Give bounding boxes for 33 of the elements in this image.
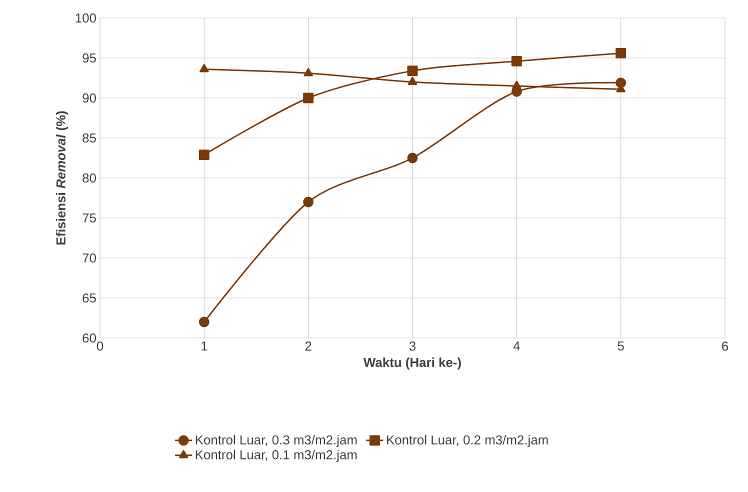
y-axis-title: Efisiensi Removal (%) [56, 111, 68, 245]
point [304, 68, 313, 76]
legend-label: Kontrol Luar, 0.2 m3/m2.jam [387, 434, 548, 448]
point [198, 316, 210, 328]
point [511, 56, 522, 66]
point [407, 66, 418, 76]
x-tick-label: 5 [618, 342, 624, 351]
y-tick-label: 95 [82, 53, 96, 63]
point [616, 48, 626, 58]
x-tick-label: 2 [305, 342, 312, 351]
y-tick-label: 85 [82, 133, 96, 143]
x-axis-title: Waktu (Hari ke-) [363, 358, 461, 370]
x-tick-label: 0 [96, 342, 104, 351]
legend-label: Kontrol Luar, 0.3 m3/m2.jam [196, 434, 357, 448]
legend-label: Kontrol Luar, 0.1 m3/m2.jam [196, 450, 357, 462]
x-tick-label: 6 [722, 342, 728, 351]
x-tick-label: 3 [409, 342, 416, 351]
point [407, 152, 418, 164]
point [303, 196, 314, 208]
point [408, 76, 418, 85]
point [512, 80, 522, 89]
point [198, 150, 210, 160]
point [303, 92, 314, 104]
y-tick-label: 70 [82, 253, 96, 263]
x-tick-label: 4 [513, 342, 520, 350]
point [200, 64, 209, 72]
y-tick-label: 80 [82, 173, 96, 183]
y-tick-label: 100 [76, 13, 96, 23]
y-tick-label: 90 [82, 93, 96, 103]
x-tick-label: 1 [202, 342, 208, 350]
y-tick-label: 60 [82, 333, 96, 343]
y-tick-label: 75 [82, 213, 96, 223]
y-tick-label: 65 [82, 293, 96, 303]
